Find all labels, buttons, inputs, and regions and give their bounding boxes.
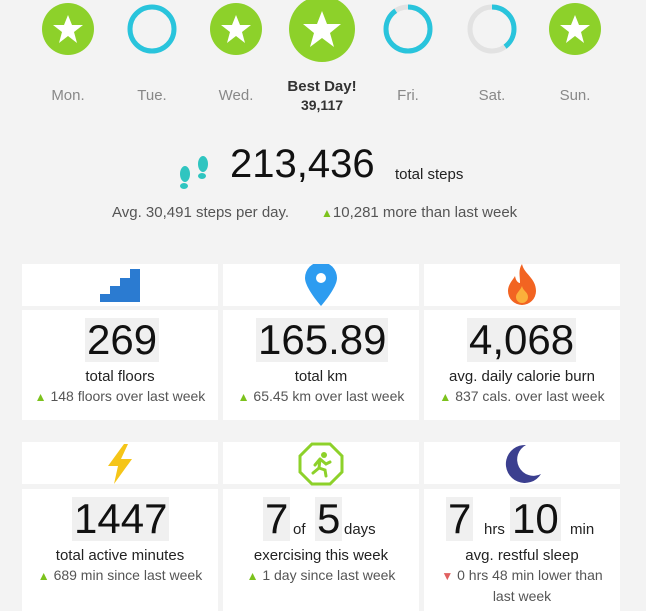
sleep-label: avg. restful sleep	[465, 547, 579, 564]
sleep-change-text: 0 hrs 48 min lower than	[457, 567, 603, 583]
stairs-icon	[100, 269, 140, 302]
footprints-icon	[180, 156, 208, 189]
exercise-change-text: 1 day since last week	[262, 567, 396, 583]
day-label: Sat.	[478, 87, 506, 104]
average-steps-text: Avg. 30,491 steps per day.	[112, 204, 290, 221]
total-steps-unit: total steps	[395, 166, 464, 183]
moon-icon	[505, 444, 541, 483]
progress-ring-icon	[127, 4, 177, 54]
sleep-hours-value: 7	[446, 495, 474, 542]
flame-icon	[508, 264, 536, 305]
active-icon-box	[22, 442, 218, 484]
day-label: Wed.	[218, 87, 254, 104]
calories-change: ▲ 837 cals. over last week	[424, 386, 620, 407]
up-arrow-icon: ▲	[237, 390, 250, 404]
best-day-label: Best Day!	[287, 78, 357, 95]
active-minutes-card[interactable]: 1447 total active minutes ▲ 689 min sinc…	[22, 489, 218, 611]
location-pin-icon	[305, 264, 337, 306]
day-label: Sun.	[559, 87, 591, 104]
star-badge-icon	[42, 3, 94, 55]
day-label: Fri.	[397, 87, 419, 104]
exercise-icon-box	[223, 442, 419, 486]
exercise-card[interactable]: 7 of 5 days exercising this week ▲ 1 day…	[223, 489, 419, 611]
day-sun[interactable]: Sun.	[535, 0, 615, 104]
up-arrow-icon: ▲	[246, 569, 259, 583]
up-arrow-icon: ▲	[439, 390, 452, 404]
calories-card[interactable]: 4,068 avg. daily calorie burn ▲ 837 cals…	[424, 310, 620, 420]
day-thu-best[interactable]: Best Day! 39,117	[282, 0, 362, 113]
up-arrow-icon: ▲	[37, 569, 50, 583]
calories-change-text: 837 cals. over last week	[455, 388, 605, 404]
sleep-hours-unit: hrs	[484, 521, 505, 538]
day-fri[interactable]: Fri.	[368, 0, 448, 104]
day-label: Tue.	[137, 87, 167, 104]
lightning-icon	[108, 444, 132, 484]
sleep-card[interactable]: 7 hrs 10 min avg. restful sleep ▼ 0 hrs …	[424, 489, 620, 611]
floors-change: ▲ 148 floors over last week	[22, 386, 218, 407]
up-arrow-icon: ▲	[34, 390, 47, 404]
large-star-badge-icon	[289, 0, 355, 62]
floors-value: 269	[85, 316, 160, 363]
down-arrow-icon: ▼	[441, 569, 454, 583]
sleep-minutes-value: 10	[510, 495, 561, 542]
day-tue[interactable]: Tue.	[112, 0, 192, 104]
active-minutes-change-text: 689 min since last week	[53, 567, 203, 583]
floors-label: total floors	[85, 368, 155, 385]
steps-change-text: 10,281 more than last week	[332, 204, 518, 221]
distance-label: total km	[294, 368, 348, 385]
distance-icon-box	[223, 264, 419, 306]
floors-icon-box	[22, 264, 218, 306]
active-minutes-change: ▲ 689 min since last week	[22, 565, 218, 586]
distance-value: 165.89	[256, 316, 389, 363]
exercise-days-unit: days	[344, 521, 376, 538]
exercise-change: ▲ 1 day since last week	[223, 565, 419, 586]
day-mon[interactable]: Mon.	[28, 0, 108, 104]
day-label: Mon.	[51, 87, 85, 104]
star-badge-icon	[210, 3, 262, 55]
total-steps-value: 213,436	[230, 142, 375, 186]
exercise-label: exercising this week	[253, 547, 389, 564]
active-minutes-value: 1447	[72, 495, 170, 542]
day-wed[interactable]: Wed.	[196, 0, 276, 104]
distance-card[interactable]: 165.89 total km ▲ 65.45 km over last wee…	[223, 310, 419, 420]
active-minutes-label: total active minutes	[55, 547, 185, 564]
exercise-goal-value: 5	[315, 495, 343, 542]
running-person-icon	[298, 442, 344, 486]
sleep-minutes-unit: min	[570, 521, 595, 538]
exercise-days-value: 7	[263, 495, 291, 542]
distance-change: ▲ 65.45 km over last week	[223, 386, 419, 407]
sleep-icon-box	[424, 442, 620, 484]
exercise-of-text: of	[293, 521, 306, 538]
star-badge-icon	[549, 3, 601, 55]
calories-value: 4,068	[467, 316, 577, 363]
up-arrow-icon: ▲	[321, 206, 333, 220]
sleep-change: ▼ 0 hrs 48 min lower than last week	[424, 565, 620, 606]
sleep-change-text-2: last week	[492, 588, 552, 604]
distance-change-text: 65.45 km over last week	[253, 388, 405, 404]
progress-ring-icon	[383, 4, 433, 54]
calories-label: avg. daily calorie burn	[449, 368, 595, 385]
floors-change-text: 148 floors over last week	[50, 388, 206, 404]
calories-icon-box	[424, 264, 620, 306]
floors-card[interactable]: 269 total floors ▲ 148 floors over last …	[22, 310, 218, 420]
steps-change: ▲10,281 more than last week	[321, 204, 517, 221]
best-day-value: 39,117	[300, 97, 344, 113]
day-sat[interactable]: Sat.	[452, 0, 532, 104]
progress-ring-icon	[467, 4, 517, 54]
